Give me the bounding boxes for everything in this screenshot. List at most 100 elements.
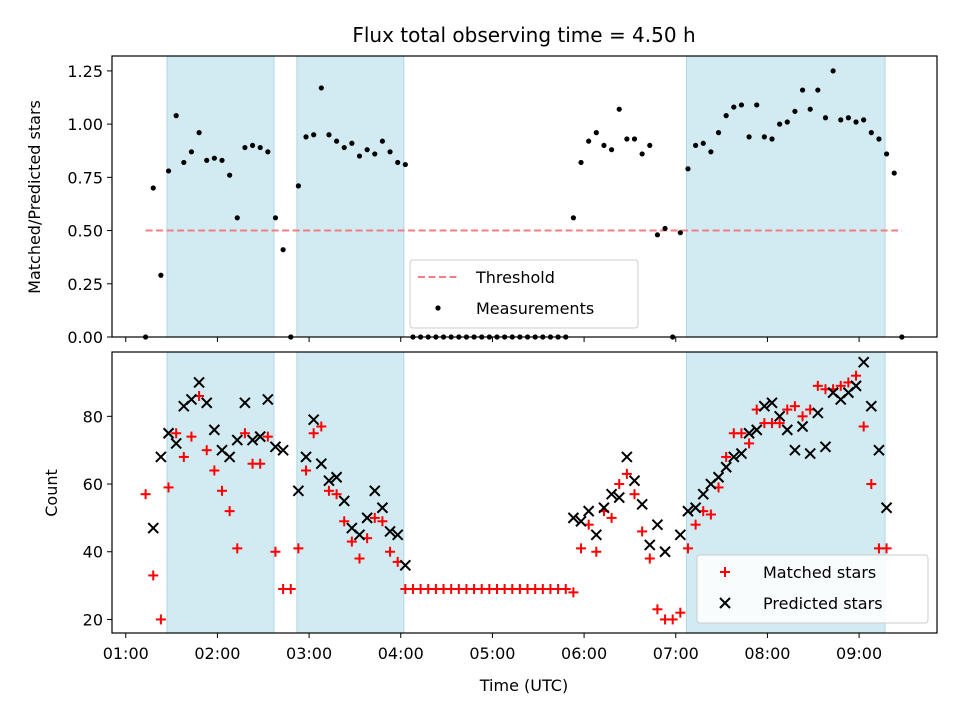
measurement-point xyxy=(578,159,584,166)
predicted-star-point xyxy=(315,458,328,470)
predicted-star-point xyxy=(773,410,786,423)
measurement-point xyxy=(349,140,355,146)
matched-star-point xyxy=(782,404,793,415)
predicted-star-point xyxy=(384,525,396,538)
measurement-point xyxy=(624,136,630,142)
measurement-point xyxy=(242,144,248,151)
matched-star-point xyxy=(637,526,648,537)
matched-star-point xyxy=(629,489,640,500)
matched-star-point xyxy=(369,512,380,523)
legend-label-matched: Matched stars xyxy=(763,563,876,582)
measurement-point xyxy=(662,225,668,232)
matched-star-point xyxy=(323,485,334,496)
measurement-point xyxy=(372,151,378,157)
matched-star-point xyxy=(316,421,327,432)
predicted-star-point xyxy=(697,488,709,500)
x-tick-label: 07:00 xyxy=(653,644,699,663)
x-tick-label: 08:00 xyxy=(744,644,790,663)
matched-star-point xyxy=(186,431,197,442)
predicted-star-point xyxy=(605,488,618,500)
measurement-point xyxy=(769,136,775,142)
predicted-star-point xyxy=(262,393,274,406)
measurement-point xyxy=(799,87,806,93)
predicted-star-point xyxy=(246,434,259,446)
predicted-star-point xyxy=(590,529,603,541)
predicted-star-point xyxy=(292,485,305,497)
predicted-star-point xyxy=(682,505,694,517)
predicted-star-point xyxy=(728,451,740,463)
measurement-point xyxy=(838,117,844,123)
predicted-star-point xyxy=(659,546,671,558)
measurement-point xyxy=(593,130,599,136)
predicted-star-point xyxy=(391,529,404,541)
predicted-star-point xyxy=(720,461,732,473)
predicted-star-point xyxy=(338,495,350,507)
measurement-point xyxy=(318,85,324,91)
measurement-point xyxy=(158,272,164,278)
predicted-star-point xyxy=(789,444,801,456)
y-tick-label: 0.50 xyxy=(67,222,103,241)
observing-window xyxy=(685,55,886,338)
predicted-star-point xyxy=(162,427,175,439)
matched-star-point xyxy=(163,482,174,493)
predicted-star-point xyxy=(353,529,366,541)
measurement-point xyxy=(891,170,897,176)
y-tick-label: 0.75 xyxy=(67,168,103,187)
measurement-point xyxy=(853,119,859,125)
measurement-point xyxy=(608,147,615,153)
measurement-point xyxy=(761,134,767,140)
plot-frame xyxy=(111,55,938,338)
chart-title: Flux total observing time = 4.50 h xyxy=(352,23,695,47)
matched-star-point xyxy=(285,583,296,594)
observing-window xyxy=(166,351,275,634)
predicted-star-point xyxy=(796,420,809,433)
predicted-star-point xyxy=(873,444,885,456)
matched-star-point xyxy=(591,546,602,557)
measurement-point xyxy=(364,147,370,153)
matched-star-point xyxy=(812,380,823,391)
predicted-star-point xyxy=(369,485,381,497)
predicted-star-point xyxy=(269,441,282,453)
matched-star-point xyxy=(178,451,189,462)
measurement-point xyxy=(227,172,233,178)
legend-box xyxy=(409,259,639,329)
measurement-point xyxy=(219,157,225,163)
y-tick-label: 60 xyxy=(83,475,103,494)
matched-star-point xyxy=(140,489,151,500)
measurement-point xyxy=(883,151,890,157)
measurement-point xyxy=(677,230,683,236)
predicted-star-point xyxy=(300,451,312,463)
matched-star-point xyxy=(835,380,846,391)
predicted-star-point xyxy=(155,451,167,463)
predicted-star-point xyxy=(751,424,763,436)
observing-window xyxy=(166,55,275,338)
y-tick-label: 80 xyxy=(83,407,103,426)
observing-window xyxy=(296,351,405,634)
matched-star-point xyxy=(560,583,571,594)
measurement-point xyxy=(738,102,745,108)
predicted-star-point xyxy=(804,447,816,460)
predicted-star-point xyxy=(223,451,236,463)
matched-star-point xyxy=(614,479,625,490)
predicted-star-point xyxy=(743,427,755,439)
measurement-point xyxy=(586,138,592,144)
matched-star-point xyxy=(858,421,869,432)
measurement-point xyxy=(746,134,752,140)
legend-box xyxy=(696,554,929,624)
measurement-point xyxy=(685,166,691,172)
matched-star-point xyxy=(576,543,587,554)
measurement-point xyxy=(777,121,783,127)
measurement-point xyxy=(333,138,340,144)
measurement-point xyxy=(830,68,836,74)
measurement-point xyxy=(708,149,714,155)
predicted-star-point xyxy=(399,559,412,571)
legend-label-measurements: Measurements xyxy=(476,299,594,318)
predicted-star-point xyxy=(636,498,648,511)
plot-frame xyxy=(111,351,938,634)
predicted-star-point xyxy=(758,400,771,412)
predicted-star-point xyxy=(598,502,610,514)
matched-star-point xyxy=(736,428,747,439)
matched-star-point xyxy=(789,401,800,412)
measurement-point xyxy=(807,106,813,112)
predicted-star-point xyxy=(819,441,832,453)
